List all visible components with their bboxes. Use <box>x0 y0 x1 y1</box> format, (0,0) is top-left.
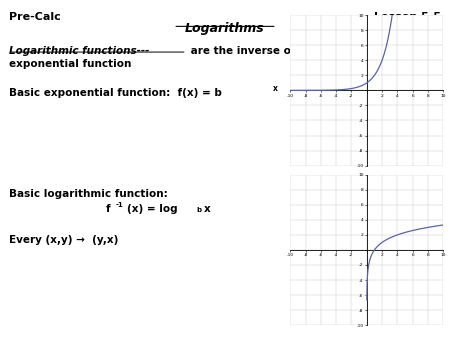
Text: Basic logarithmic function:: Basic logarithmic function: <box>9 189 168 199</box>
Text: (x) = log: (x) = log <box>127 204 178 215</box>
Text: x: x <box>203 204 210 215</box>
Text: f: f <box>106 204 110 215</box>
Text: exponential function: exponential function <box>9 59 131 69</box>
Text: -1: -1 <box>116 202 124 208</box>
Text: Lesson 5-5: Lesson 5-5 <box>374 12 441 22</box>
Text: Logarithms: Logarithms <box>185 22 265 35</box>
Text: Every (x,y) →  (y,x): Every (x,y) → (y,x) <box>9 235 118 245</box>
Text: Basic exponential function:  f(x) = b: Basic exponential function: f(x) = b <box>9 88 222 98</box>
Text: x: x <box>273 84 278 93</box>
Text: Pre-Calc: Pre-Calc <box>9 12 61 22</box>
Text: Logarithmic functions---: Logarithmic functions--- <box>9 46 149 56</box>
Text: b: b <box>197 207 202 213</box>
Text: are the inverse of the: are the inverse of the <box>187 46 319 56</box>
